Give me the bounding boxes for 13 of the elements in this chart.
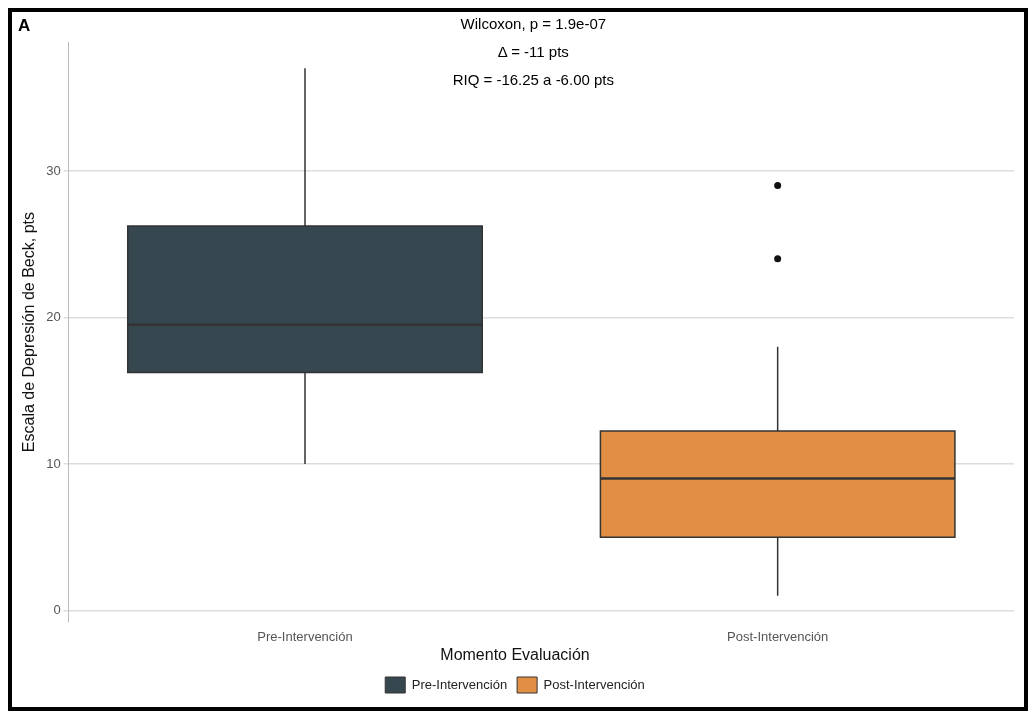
text: A	[18, 15, 31, 35]
y-tick-label: 10	[46, 455, 61, 471]
y-axis-title: Escala de Depresión de Beck, pts	[20, 212, 38, 453]
text: Wilcoxon, p = 1.9e-07	[460, 15, 607, 33]
legend-label: Post-Intervención	[543, 676, 645, 692]
y-tick-label: 20	[46, 309, 61, 325]
y-tick-label: 0	[53, 602, 61, 618]
legend-label: Pre-Intervención	[411, 676, 508, 692]
annotation: RIQ = -16.25 a -6.00 pts	[452, 71, 614, 89]
page-frame: Escala de Depresión de Beck, pts Momento Evaluación Pre-Intervención Post-Intervención Pre-Intervención Post-Intervención 0 10 20 30 A Wilcoxon, p = 1.9e-07 Δ = -11 pts RIQ = -16.25 a -6.00 pts	[8, 8, 1028, 711]
annotation: Δ = -11 pts	[497, 43, 569, 61]
y-tick-label: 30	[46, 162, 61, 178]
legend-title: Momento Evaluación	[440, 646, 590, 664]
